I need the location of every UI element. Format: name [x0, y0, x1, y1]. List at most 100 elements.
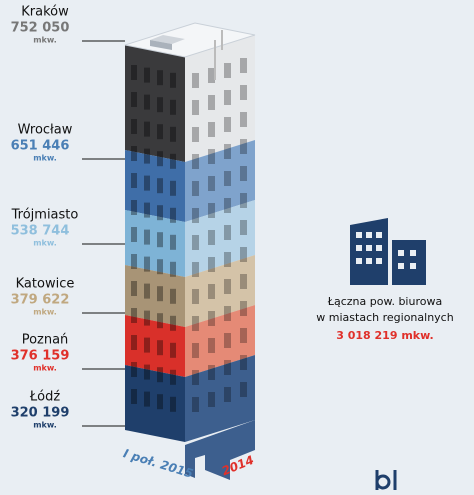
city-value: 538 744 [11, 224, 70, 239]
window [144, 95, 150, 110]
window [224, 198, 231, 213]
window [170, 397, 176, 412]
window [131, 92, 137, 107]
window [170, 73, 176, 88]
window [144, 149, 150, 164]
window [144, 311, 150, 326]
window [157, 286, 163, 301]
window [144, 338, 150, 353]
building [125, 35, 255, 442]
window [240, 247, 247, 262]
window [208, 68, 215, 83]
window [144, 284, 150, 299]
window [208, 122, 215, 137]
window [240, 139, 247, 154]
city-name: Trójmiasto [11, 208, 79, 223]
window [224, 360, 231, 375]
window [224, 333, 231, 348]
window [157, 313, 163, 328]
window [240, 355, 247, 370]
summary-line: Łączna pow. biurowa [327, 295, 442, 308]
window [144, 392, 150, 407]
window [208, 203, 215, 218]
window [192, 100, 199, 115]
window [224, 90, 231, 105]
city-unit: mkw. [33, 421, 57, 430]
window [208, 338, 215, 353]
window [192, 289, 199, 304]
window [192, 370, 199, 385]
window [208, 392, 215, 407]
window [131, 200, 137, 215]
window [157, 97, 163, 112]
window [208, 95, 215, 110]
window [170, 316, 176, 331]
window [131, 227, 137, 242]
window [170, 235, 176, 250]
summary-total: 3 018 219 mkw. [336, 329, 433, 342]
window [224, 144, 231, 159]
city-name: Katowice [16, 277, 75, 292]
window [170, 127, 176, 142]
window [170, 154, 176, 169]
window [240, 166, 247, 181]
window [131, 308, 137, 323]
window [157, 232, 163, 247]
window [144, 203, 150, 218]
window [131, 335, 137, 350]
window [157, 340, 163, 355]
city-value: 379 622 [11, 293, 70, 308]
window [208, 257, 215, 272]
city-unit: mkw. [33, 239, 57, 248]
window [157, 394, 163, 409]
window [157, 151, 163, 166]
city-name: Poznań [22, 333, 69, 348]
city-value: 320 199 [11, 406, 70, 421]
window [157, 205, 163, 220]
window [144, 122, 150, 137]
window [192, 154, 199, 169]
window [144, 230, 150, 245]
window [157, 259, 163, 274]
window [157, 178, 163, 193]
window [131, 362, 137, 377]
window [192, 127, 199, 142]
window [131, 146, 137, 161]
window [240, 193, 247, 208]
window [192, 397, 199, 412]
summary-line: w miastach regionalnych [316, 311, 453, 324]
window [131, 173, 137, 188]
window [157, 70, 163, 85]
window [131, 254, 137, 269]
infographic: Łączna pow. biurowa w miastach regionaln… [0, 0, 474, 495]
window [208, 230, 215, 245]
window [192, 208, 199, 223]
city-value: 752 050 [11, 21, 70, 36]
window [131, 281, 137, 296]
window [240, 301, 247, 316]
window [224, 387, 231, 402]
window [208, 176, 215, 191]
window [170, 262, 176, 277]
window [240, 328, 247, 343]
window [170, 289, 176, 304]
window [170, 370, 176, 385]
window [144, 365, 150, 380]
window [157, 124, 163, 139]
city-unit: mkw. [33, 364, 57, 373]
city-unit: mkw. [33, 154, 57, 163]
window [192, 181, 199, 196]
city-value: 376 159 [11, 349, 70, 364]
window [157, 367, 163, 382]
window [192, 262, 199, 277]
window [240, 220, 247, 235]
city-name: Wrocław [18, 123, 73, 138]
city-unit: mkw. [33, 36, 57, 45]
window [192, 316, 199, 331]
window [208, 149, 215, 164]
window [208, 365, 215, 380]
window [131, 65, 137, 80]
window [192, 73, 199, 88]
window [170, 343, 176, 358]
window [208, 311, 215, 326]
